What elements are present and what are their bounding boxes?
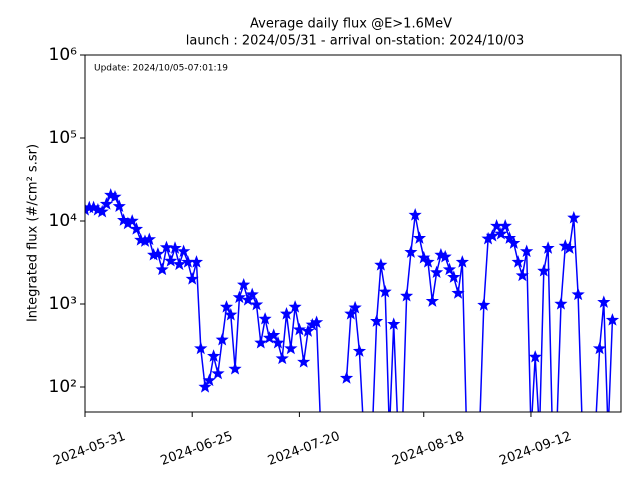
data-point <box>249 297 264 311</box>
data-point <box>554 297 568 310</box>
annotation: Update: 2024/10/05-07:01:19 <box>94 64 228 74</box>
data-point <box>112 199 126 212</box>
data-point <box>339 371 354 384</box>
data-point <box>447 270 461 283</box>
data-point <box>271 335 285 349</box>
data-point <box>425 294 440 307</box>
data-point <box>404 245 418 258</box>
data-point <box>185 272 199 285</box>
data-point <box>232 290 246 304</box>
data-point <box>519 244 534 258</box>
data-point <box>507 236 521 249</box>
axes-frame <box>84 54 622 413</box>
y-tick-label: 10³ <box>49 294 77 314</box>
data-point <box>498 219 512 232</box>
data-point <box>494 226 508 240</box>
data-point <box>537 264 551 277</box>
data-point <box>151 247 165 260</box>
y-tick-label: 10⁵ <box>49 128 77 148</box>
data-point <box>451 286 465 299</box>
data-point <box>288 300 302 313</box>
data-point <box>159 240 174 254</box>
y-tick-label: 10⁶ <box>49 45 78 65</box>
data-point <box>207 349 221 362</box>
data-point <box>567 210 581 224</box>
data-point <box>515 268 529 282</box>
data-point <box>254 335 268 349</box>
data-point <box>477 298 491 311</box>
data-point <box>284 341 298 355</box>
data-point <box>511 255 525 268</box>
y-axis-label: Integrated flux (#/cm² s.sr) <box>26 144 41 322</box>
data-point <box>438 249 452 263</box>
data-point <box>571 287 585 301</box>
data-point <box>412 231 427 244</box>
data-point <box>108 189 122 203</box>
data-point <box>301 324 315 337</box>
data-point <box>387 317 401 330</box>
data-point <box>597 295 611 308</box>
data-point <box>95 204 109 218</box>
data-point <box>430 265 444 279</box>
data-point <box>168 241 182 254</box>
data-point <box>442 262 457 276</box>
data-point <box>228 362 242 375</box>
data-point <box>275 351 289 365</box>
data-point <box>237 277 251 291</box>
data-point <box>309 315 324 329</box>
data-point <box>502 231 517 244</box>
data-point <box>408 208 422 221</box>
data-point <box>198 380 212 393</box>
data-point <box>224 307 238 321</box>
data-point <box>485 229 499 242</box>
data-point <box>400 289 414 302</box>
data-point <box>241 292 255 306</box>
data-point <box>99 197 114 210</box>
data-point <box>279 306 294 320</box>
data-point <box>189 255 204 268</box>
data-point <box>215 332 229 346</box>
chart-subtitle: launch : 2024/05/31 - arrival on-station… <box>186 34 524 49</box>
data-point <box>592 341 607 355</box>
data-point <box>258 312 272 325</box>
data-point <box>129 222 144 235</box>
data-point <box>292 322 306 336</box>
data-point <box>528 350 542 363</box>
data-point <box>245 287 259 301</box>
data-point <box>352 344 367 357</box>
data-point <box>155 262 169 276</box>
data-point <box>421 255 435 268</box>
data-point <box>194 341 208 355</box>
data-point <box>164 254 178 267</box>
data-point <box>348 300 362 314</box>
data-point <box>172 257 186 271</box>
data-point <box>344 306 358 320</box>
data-point <box>177 244 191 258</box>
data-point <box>211 366 225 380</box>
chart-title: Average daily flux @E>1.6MeV <box>250 17 452 32</box>
data-point <box>562 241 577 254</box>
data-point <box>378 284 392 298</box>
data-point <box>541 241 555 254</box>
data-point <box>267 328 281 341</box>
data-point <box>370 314 384 327</box>
y-tick-label: 10⁴ <box>49 211 78 231</box>
data-point <box>142 232 157 246</box>
data-point <box>219 300 234 313</box>
y-tick-label: 10² <box>49 377 77 397</box>
data-point <box>455 255 469 268</box>
data-point <box>297 355 311 368</box>
data-point <box>605 313 620 326</box>
data-point <box>374 258 388 271</box>
data-point <box>202 373 216 387</box>
data-point <box>125 214 139 227</box>
plot-area <box>85 188 620 412</box>
